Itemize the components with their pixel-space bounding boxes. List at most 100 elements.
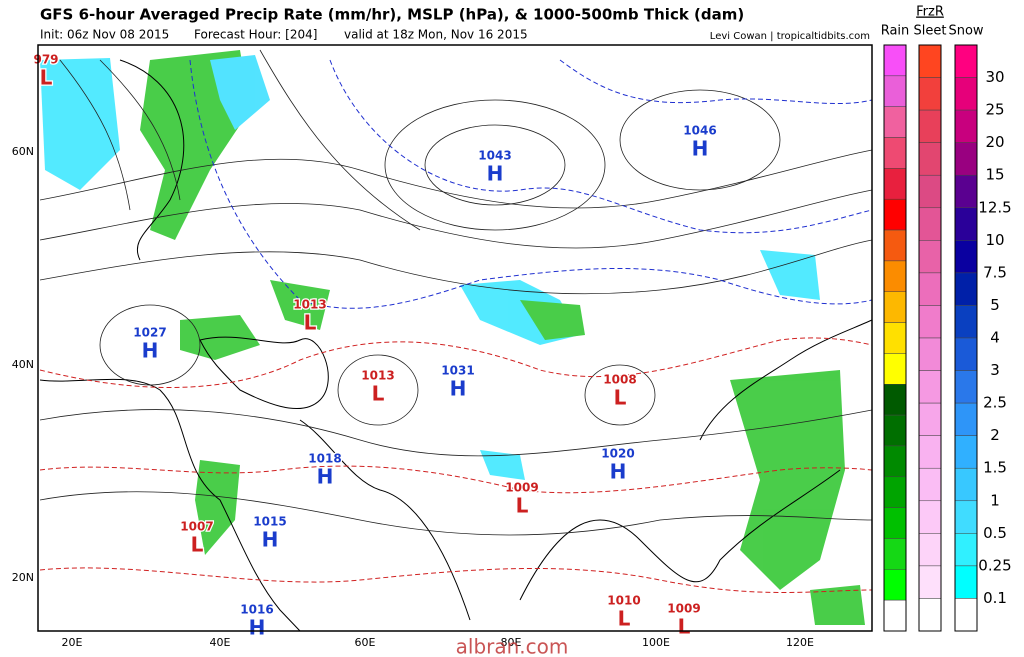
- pressure-centers: 979L1027H1013L1013L1031H1043H1046H1008L1…: [32, 51, 718, 641]
- color-cell: [883, 198, 907, 231]
- pressure-symbol: H: [262, 528, 279, 552]
- pressure-value: 1013: [293, 298, 326, 312]
- longitude-label: 120E: [786, 636, 814, 649]
- color-cell: [954, 533, 978, 567]
- watermark: albran.com: [456, 635, 569, 657]
- isobar: [59, 49, 421, 231]
- legend-column-label: Sleet: [914, 24, 947, 39]
- axis-labels: 20E 40E 60E 80E 100E 120E 60N 40N 20N: [12, 145, 814, 649]
- rain-area: [730, 370, 845, 590]
- thickness-line: [39, 567, 873, 593]
- color-cell: [918, 598, 942, 632]
- color-cell: [918, 435, 942, 469]
- isobar: [337, 354, 419, 426]
- pressure-value: 979: [33, 53, 58, 67]
- pressure-symbol: L: [304, 311, 317, 335]
- map-area: 979L1027H1013L1013L1031H1043H1046H1008L1…: [32, 44, 873, 641]
- pressure-symbol: H: [249, 616, 266, 640]
- rain-area: [195, 460, 240, 555]
- color-cell: [918, 44, 942, 78]
- pressure-symbol: L: [618, 607, 631, 631]
- color-cell: [883, 414, 907, 447]
- pressure-symbol: H: [692, 137, 709, 161]
- pressure-value: 1013: [361, 369, 394, 383]
- color-cell: [883, 291, 907, 323]
- color-cell: [918, 402, 942, 436]
- pressure-symbol: H: [487, 162, 504, 186]
- legend-tick-label: 25: [985, 101, 1004, 119]
- color-cell: [883, 75, 907, 107]
- color-cell: [883, 569, 907, 601]
- init-time: Init: 06z Nov 08 2015: [40, 28, 169, 42]
- color-cell: [954, 565, 978, 599]
- coastline: [699, 319, 873, 441]
- pressure-value: 1009: [667, 602, 700, 616]
- pressure-value: 1020: [601, 447, 634, 461]
- latitude-label: 40N: [12, 358, 34, 371]
- coastline: [39, 378, 301, 632]
- snow-area: [760, 250, 820, 300]
- latitude-label: 20N: [12, 571, 34, 584]
- pressure-symbol: L: [372, 382, 385, 406]
- longitude-label: 80E: [501, 636, 522, 649]
- longitude-label: 60E: [355, 636, 376, 649]
- legend-tick-label: 4: [990, 329, 1000, 347]
- color-cell: [954, 370, 978, 404]
- legend-tick-label: 20: [985, 133, 1004, 151]
- color-cell: [883, 445, 907, 478]
- legend-column-label: Snow: [948, 24, 983, 39]
- color-cell: [954, 598, 978, 632]
- thickness-line: [329, 59, 873, 234]
- color-cell: [918, 305, 942, 339]
- color-cell: [918, 500, 942, 534]
- map-title: GFS 6-hour Averaged Precip Rate (mm/hr),…: [40, 6, 744, 24]
- pressure-value: 1016: [240, 603, 273, 617]
- pressure-value: 1046: [683, 124, 716, 138]
- credit: Levi Cowan | tropicaltidbits.com: [710, 31, 870, 42]
- color-cell: [918, 77, 942, 111]
- color-cell: [954, 467, 978, 502]
- legend-tick-label: 1.5: [983, 459, 1007, 477]
- color-cell: [883, 384, 907, 416]
- latitude-label: 60N: [12, 145, 34, 158]
- color-cell: [883, 353, 907, 385]
- legend-tick-label: 7.5: [983, 263, 1007, 281]
- pressure-value: 1018: [308, 452, 341, 466]
- pressure-value: 1010: [607, 594, 640, 608]
- pressure-symbol: L: [191, 533, 204, 557]
- legend-tick-label: 0.1: [983, 589, 1007, 607]
- color-cell: [918, 207, 942, 241]
- color-cell: [918, 533, 942, 567]
- forecast-hour: Forecast Hour: [204]: [194, 28, 317, 42]
- precip-areas: [40, 50, 865, 625]
- isobar: [39, 239, 873, 295]
- color-cell: [918, 337, 942, 371]
- pressure-symbol: H: [142, 339, 159, 363]
- color-cell: [918, 565, 942, 599]
- coastline: [519, 469, 841, 601]
- color-cell: [883, 229, 907, 262]
- color-cell: [918, 109, 942, 143]
- color-bar-frame: [883, 44, 907, 632]
- color-cell: [883, 260, 907, 292]
- pressure-symbol: H: [610, 460, 627, 484]
- color-cell: [954, 337, 978, 371]
- color-cell: [918, 272, 942, 306]
- color-cell: [883, 599, 907, 632]
- pressure-value: 1009: [505, 481, 538, 495]
- color-bar-frame: [918, 44, 942, 632]
- isobar: [39, 491, 873, 536]
- legend-tick-label: 12.5: [978, 198, 1011, 216]
- pressure-symbol: L: [678, 615, 691, 639]
- color-cell: [883, 507, 907, 539]
- legend-tick-label: 5: [990, 296, 1000, 314]
- snow-area: [40, 58, 120, 190]
- legend-tick-label: 2: [990, 426, 1000, 444]
- isobar: [39, 149, 873, 209]
- pressure-value: 1043: [478, 149, 511, 163]
- color-cell: [954, 207, 978, 241]
- isobar: [424, 124, 566, 206]
- isobars: [39, 49, 873, 536]
- color-cell: [883, 476, 907, 508]
- pressure-symbol: L: [516, 494, 529, 518]
